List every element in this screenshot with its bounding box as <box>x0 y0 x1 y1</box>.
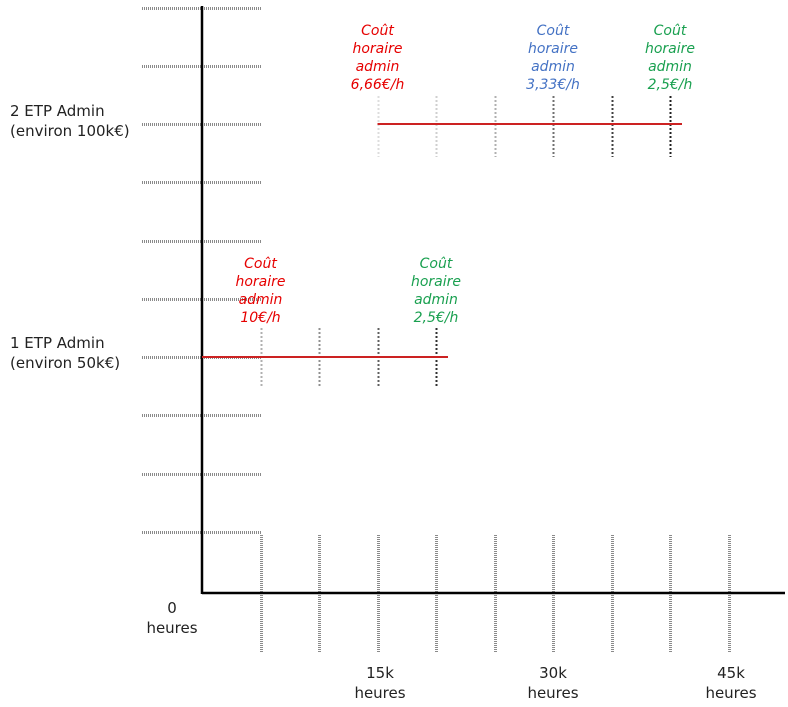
x-tick-label-30k: 30k heures <box>527 664 579 702</box>
x-tick-label-45k: 45k heures <box>705 664 757 702</box>
annotation-line: horaire <box>644 41 696 57</box>
annotation-line: admin <box>648 59 692 75</box>
annotation-line: horaire <box>352 41 403 57</box>
annotation-line: 6,66€/h <box>350 77 405 93</box>
cost-annotation: Coût horaire admin 2,5€/h <box>625 22 715 94</box>
annotation-line: admin <box>414 292 458 308</box>
annotation-line: admin <box>238 292 283 308</box>
annotation-line: 3,33€/h <box>526 77 580 93</box>
annotation-line: Coût <box>653 23 687 39</box>
annotation-line: Coût <box>361 23 394 39</box>
annotation-line: Coût <box>536 23 570 39</box>
annotation-line: 2,5€/h <box>413 310 459 326</box>
annotation-line: Coût <box>244 256 277 272</box>
annotation-line: admin <box>355 59 400 75</box>
cost-annotation: Coût horaire admin 6,66€/h <box>333 22 423 94</box>
annotation-line: 2,5€/h <box>647 77 693 93</box>
annotation-line: Coût <box>419 256 453 272</box>
cost-annotation: Coût horaire admin 3,33€/h <box>508 22 598 94</box>
annotation-line: admin <box>531 59 575 75</box>
y-tick-label-1etp: 1 ETP Admin (environ 50k€) <box>10 334 121 372</box>
annotation-line: 10€/h <box>240 310 281 326</box>
x-origin-label: 0 heures <box>146 599 198 637</box>
x-tick-label-15k: 15k heures <box>354 664 406 702</box>
annotation-line: horaire <box>527 41 579 57</box>
y-tick-label-2etp: 2 ETP Admin (environ 100k€) <box>10 102 130 140</box>
cost-annotation: Coût horaire admin 10€/h <box>216 255 306 327</box>
annotation-line: horaire <box>235 274 286 290</box>
cost-annotation: Coût horaire admin 2,5€/h <box>391 255 481 327</box>
annotation-line: horaire <box>410 274 462 290</box>
